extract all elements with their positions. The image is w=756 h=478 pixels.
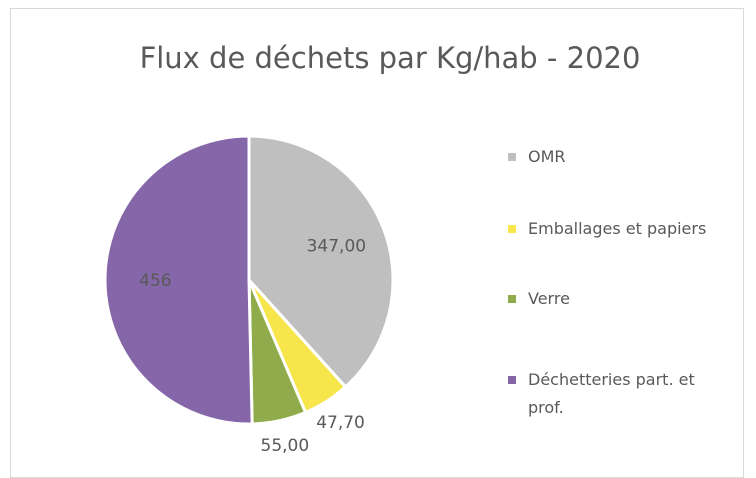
legend-label: Emballages et papiers bbox=[528, 219, 707, 238]
legend-swatch bbox=[508, 225, 516, 233]
legend-item: OMR bbox=[508, 143, 728, 171]
legend-item: Déchetteries part. et prof. bbox=[508, 366, 728, 422]
legend-label: Déchetteries part. et prof. bbox=[528, 370, 695, 417]
legend-item: Verre bbox=[508, 285, 728, 313]
data-label: 347,00 bbox=[307, 236, 366, 256]
legend-label: Verre bbox=[528, 289, 570, 308]
legend-label: OMR bbox=[528, 147, 566, 166]
data-label: 456 bbox=[139, 271, 171, 291]
legend-swatch bbox=[508, 153, 516, 161]
legend-item: Emballages et papiers bbox=[508, 215, 728, 243]
legend-swatch bbox=[508, 376, 516, 384]
data-label: 55,00 bbox=[261, 436, 310, 456]
pie-slice bbox=[103, 134, 254, 426]
legend-swatch bbox=[508, 295, 516, 303]
pie-slice bbox=[247, 134, 395, 390]
data-label: 47,70 bbox=[316, 413, 365, 433]
chart-title: Flux de déchets par Kg/hab - 2020 bbox=[140, 41, 641, 75]
